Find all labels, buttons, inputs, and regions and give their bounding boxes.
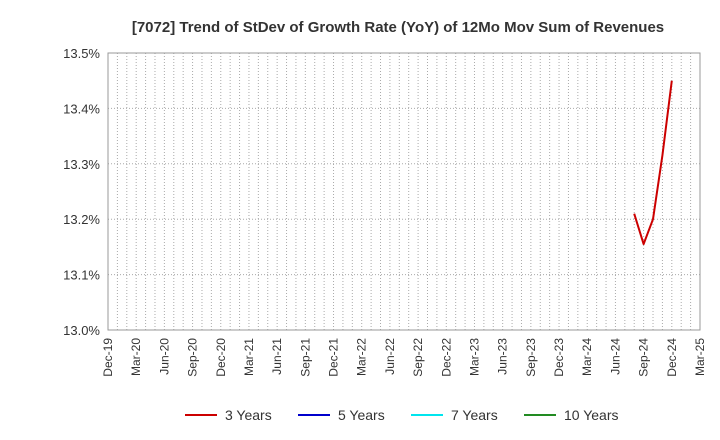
y-tick-label: 13.2% bbox=[63, 212, 100, 227]
series-line-3-years bbox=[633, 80, 673, 246]
legend-label: 10 Years bbox=[564, 407, 619, 423]
x-tick-label: Dec-19 bbox=[101, 338, 115, 377]
x-tick-label: Jun-23 bbox=[496, 338, 510, 375]
x-tick-label: Dec-20 bbox=[214, 338, 228, 377]
legend-item-10-years: 10 Years bbox=[524, 407, 619, 423]
x-tick-label: Mar-20 bbox=[129, 338, 143, 376]
x-tick-label: Jun-20 bbox=[157, 338, 171, 375]
y-tick-label: 13.0% bbox=[63, 323, 100, 338]
x-axis: Dec-19 Mar-20 Jun-20 Sep-20 Dec-20 Mar-21 Jun-… bbox=[101, 338, 707, 377]
x-tick-label: Dec-22 bbox=[439, 338, 453, 377]
plot-border bbox=[107, 52, 701, 331]
plot-grid bbox=[107, 52, 701, 331]
x-tick-label: Sep-21 bbox=[298, 338, 312, 377]
legend-label: 5 Years bbox=[338, 407, 385, 423]
x-tick-label: Dec-24 bbox=[665, 338, 679, 377]
x-tick-label: Jun-22 bbox=[383, 338, 397, 375]
x-tick-label: Mar-21 bbox=[242, 338, 256, 376]
x-tick-label: Sep-24 bbox=[637, 338, 651, 377]
legend-label: 3 Years bbox=[225, 407, 272, 423]
x-tick-label: Sep-23 bbox=[524, 338, 538, 377]
y-tick-label: 13.1% bbox=[63, 268, 100, 283]
x-tick-label: Mar-25 bbox=[693, 338, 707, 376]
legend-label: 7 Years bbox=[451, 407, 498, 423]
chart-title: [7072] Trend of StDev of Growth Rate (Yo… bbox=[132, 19, 664, 36]
y-axis: 13.0% 13.1% 13.2% 13.3% 13.4% 13.5% bbox=[63, 46, 100, 338]
y-tick-label: 13.5% bbox=[63, 46, 100, 61]
y-tick-label: 13.4% bbox=[63, 101, 100, 116]
x-tick-label: Mar-22 bbox=[355, 338, 369, 376]
series-layer bbox=[633, 80, 673, 246]
legend-item-5-years: 5 Years bbox=[298, 407, 385, 423]
y-tick-label: 13.3% bbox=[63, 157, 100, 172]
x-tick-label: Mar-23 bbox=[467, 338, 481, 376]
legend-item-3-years: 3 Years bbox=[185, 407, 272, 423]
x-tick-label: Jun-21 bbox=[270, 338, 284, 375]
x-tick-label: Sep-22 bbox=[411, 338, 425, 377]
legend: 3 Years 5 Years 7 Years 10 Years bbox=[185, 407, 619, 423]
x-tick-label: Jun-24 bbox=[608, 338, 622, 375]
x-tick-label: Mar-24 bbox=[580, 338, 594, 376]
x-tick-label: Sep-20 bbox=[186, 338, 200, 377]
x-tick-label: Dec-21 bbox=[327, 338, 341, 377]
legend-item-7-years: 7 Years bbox=[411, 407, 498, 423]
x-tick-label: Dec-23 bbox=[552, 338, 566, 377]
